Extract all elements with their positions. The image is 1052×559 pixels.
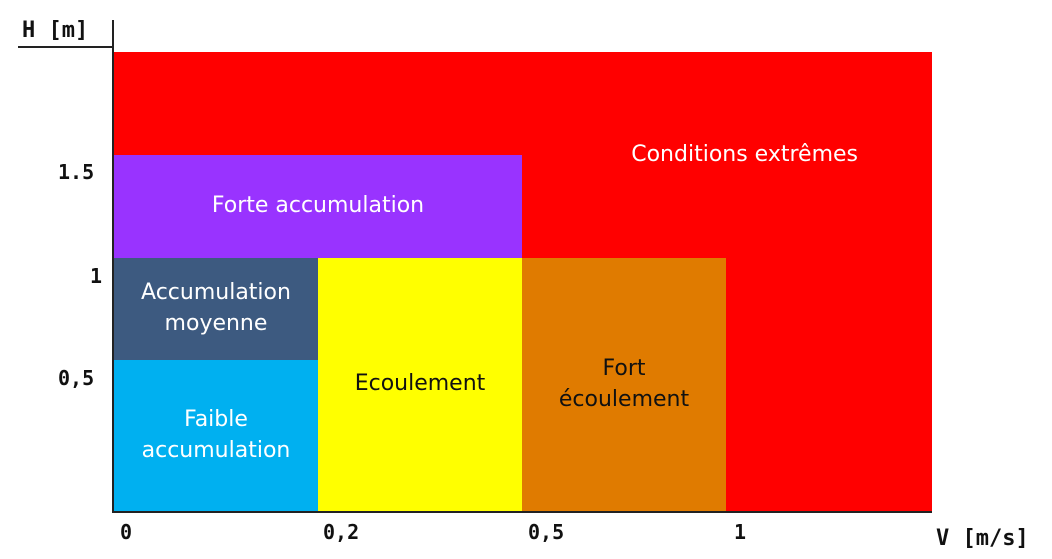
zone-label-conditions-extremes: Conditions extrêmes xyxy=(631,142,858,167)
y-axis-title: H [m] xyxy=(22,18,89,43)
x-tick-0-5: 0,5 xyxy=(528,520,565,544)
y-tick-1: 1 xyxy=(90,264,103,288)
y-tick-1-5: 1.5 xyxy=(58,160,95,184)
x-axis-line xyxy=(112,511,932,513)
zone-faible-accumulation: Faible accumulation xyxy=(114,360,318,511)
zone-forte-accumulation: Forte accumulation xyxy=(114,155,522,258)
zone-label-fort-ecoulement: Fort écoulement xyxy=(558,355,690,412)
zone-label-faible-accumulation: Faible accumulation xyxy=(141,406,291,463)
y-axis-title-underline xyxy=(18,46,114,48)
zone-label-forte-accumulation: Forte accumulation xyxy=(211,193,425,219)
zone-label-accumulation-moyenne: Accumulation moyenne xyxy=(141,280,291,336)
zone-accumulation-moyenne: Accumulation moyenne xyxy=(114,258,318,360)
x-axis-title: V [m/s] xyxy=(936,526,1029,551)
zone-fort-ecoulement: Fort écoulement xyxy=(522,258,726,511)
x-tick-1: 1 xyxy=(734,520,747,544)
x-tick-0-2: 0,2 xyxy=(323,520,360,544)
x-tick-0: 0 xyxy=(120,520,133,544)
zone-label-ecoulement: Ecoulement xyxy=(354,371,486,397)
y-tick-0-5: 0,5 xyxy=(58,366,95,390)
y-axis-line xyxy=(112,20,114,512)
zone-ecoulement: Ecoulement xyxy=(318,258,522,511)
